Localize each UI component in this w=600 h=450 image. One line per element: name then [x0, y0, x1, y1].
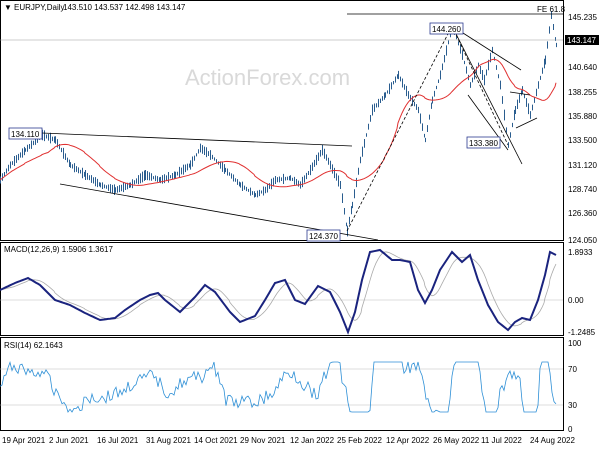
x-tick: 29 Nov 2021	[240, 436, 286, 445]
current-price-label: 143.147	[567, 36, 596, 45]
rsi-tick: 30	[568, 401, 577, 410]
macd-layer	[0, 248, 557, 335]
price-tick: 126.360	[568, 209, 597, 218]
annotation-144260: 144.260	[429, 22, 464, 35]
price-tick: 135.880	[568, 112, 597, 121]
rsi-panel-frame	[0, 337, 564, 431]
annotation-133380: 133.380	[466, 136, 501, 149]
svg-text:144.260: 144.260	[432, 25, 461, 34]
svg-text:124.370: 124.370	[309, 232, 338, 241]
x-tick: 25 Feb 2022	[337, 436, 382, 445]
price-tick: 131.120	[568, 161, 597, 170]
annotation-124370: 124.370	[306, 229, 341, 242]
svg-text:134.110: 134.110	[11, 130, 40, 139]
watermark: ActionForex.com	[185, 65, 350, 90]
macd-y-axis: 1.8933 0.00 -1.2485	[568, 248, 596, 337]
chart-symbol: EURJPY,Daily	[14, 3, 65, 12]
price-tick: 124.050	[568, 236, 597, 245]
macd-line	[0, 248, 557, 335]
rsi-tick: 70	[568, 365, 577, 374]
x-tick: 26 May 2022	[433, 436, 480, 445]
x-tick: 19 Apr 2021	[2, 436, 46, 445]
x-tick: 31 Aug 2021	[146, 436, 191, 445]
price-tick: 145.235	[568, 13, 597, 22]
current-price-box	[565, 35, 599, 45]
price-tick: 140.640	[568, 63, 597, 72]
rsi-line	[0, 361, 557, 413]
svg-text:133.380: 133.380	[469, 139, 498, 148]
price-tick: 128.740	[568, 185, 597, 194]
chart-ohlc: 143.510 143.537 142.498 143.147	[63, 3, 186, 12]
price-panel-frame	[0, 0, 564, 241]
rsi-tick: 100	[568, 339, 582, 348]
rsi-y-axis: 100 70 30 0	[568, 339, 582, 434]
x-axis: 19 Apr 2021 2 Jun 2021 16 Jul 2021 31 Au…	[2, 436, 575, 445]
price-tick: 138.255	[568, 88, 597, 97]
collapse-icon[interactable]: ▼	[4, 3, 12, 12]
rsi-tick: 0	[568, 425, 573, 434]
x-tick: 12 Jan 2022	[290, 436, 335, 445]
moving-average-line	[0, 58, 557, 188]
fe-label: FE 61.8	[537, 5, 566, 14]
macd-tick: 0.00	[568, 296, 584, 305]
x-tick: 11 Jul 2022	[481, 436, 522, 445]
x-tick: 14 Oct 2021	[194, 436, 238, 445]
macd-tick: -1.2485	[568, 328, 596, 337]
price-y-axis: 145.235 143.147 140.640 138.255 135.880 …	[565, 13, 599, 245]
macd-signal-line	[0, 251, 557, 327]
x-tick: 12 Apr 2022	[386, 436, 430, 445]
rsi-title: RSI(14) 62.1643	[4, 341, 63, 350]
x-tick: 16 Jul 2021	[97, 436, 139, 445]
macd-panel-frame	[0, 242, 564, 336]
x-tick: 24 Aug 2022	[530, 436, 575, 445]
macd-title: MACD(12,26,9) 1.5906 1.3617	[4, 245, 114, 254]
x-tick: 2 Jun 2021	[49, 436, 89, 445]
annotation-134110: 134.110	[8, 127, 43, 140]
rsi-layer	[0, 361, 557, 413]
price-tick: 133.500	[568, 136, 597, 145]
macd-tick: 1.8933	[568, 248, 593, 257]
price-layer	[0, 11, 557, 237]
